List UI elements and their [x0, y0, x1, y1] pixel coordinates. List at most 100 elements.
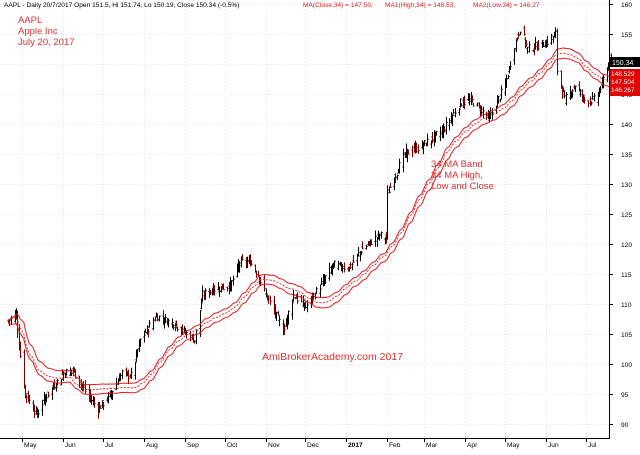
ohlc-bar — [560, 70, 563, 89]
ohlc-bar — [458, 108, 461, 116]
x-tick-label: Oct — [227, 442, 237, 449]
ohlc-bar — [56, 378, 59, 386]
x-tick-label: Apr — [467, 442, 478, 449]
y-tick-label: 105 — [621, 332, 632, 339]
ohlc-bar — [406, 149, 409, 163]
ohlc-bar — [37, 409, 40, 418]
ohlc-bar — [519, 31, 522, 36]
ohlc-bar — [232, 275, 235, 286]
ma-high-tag-text: 148.529 — [611, 71, 635, 78]
ohlc-bar — [319, 285, 322, 298]
ohlc-bar — [121, 369, 124, 380]
ma-low-tag-text: 146.267 — [611, 87, 635, 94]
ohlc-bar — [537, 40, 540, 50]
ohlc-bar — [516, 37, 519, 41]
ohlc-bar — [515, 39, 518, 53]
x-tick-label: Jun — [548, 442, 559, 449]
ohlc-bar — [343, 262, 346, 273]
ohlc-bar — [136, 349, 139, 358]
ohlc-bar — [365, 244, 368, 250]
x-tick-label: Jul — [105, 442, 114, 449]
ohlc-bar — [204, 288, 207, 300]
annotation-date: July 20, 2017 — [18, 37, 75, 48]
ohlc-bar — [320, 277, 323, 286]
ohlc-bar — [291, 300, 294, 320]
y-tick-label: 120 — [621, 242, 632, 249]
ohlc-bar — [158, 315, 161, 322]
x-tick-label: May — [24, 442, 37, 449]
ohlc-bar — [589, 96, 592, 107]
ohlc-bar — [497, 95, 500, 104]
ohlc-bar — [171, 318, 174, 329]
ohlc-bar — [16, 310, 19, 339]
ohlc-bar — [324, 275, 327, 285]
x-tick-label: Sep — [187, 442, 199, 449]
ohlc-bar — [277, 311, 280, 316]
ohlc-bar — [341, 264, 344, 273]
price-tags: 150.34 148.529 147.504 146.267 — [610, 57, 640, 96]
ohlc-bar — [556, 28, 559, 76]
ohlc-bar — [175, 320, 178, 327]
ohlc-bar — [454, 108, 457, 118]
ohlc-bar — [361, 241, 364, 250]
ohlc-bar — [275, 311, 278, 322]
ohlc-bar — [505, 74, 508, 88]
ohlc-bar — [250, 260, 253, 266]
ohlc-bar — [509, 61, 512, 71]
y-tick-label: 130 — [621, 182, 632, 189]
ohlc-bar — [164, 313, 167, 324]
ohlc-bar — [41, 399, 44, 416]
ohlc-bar — [468, 93, 471, 106]
ohlc-bar — [459, 98, 462, 108]
y-tick-label: 160 — [621, 2, 632, 9]
axes — [0, 0, 610, 439]
ohlc-bar — [172, 324, 175, 330]
ohlc-bar — [517, 31, 520, 38]
ohlc-bar — [352, 255, 355, 263]
ohlc-bar — [147, 328, 150, 338]
y-tick-label: 155 — [621, 32, 632, 39]
ohlc-bar — [127, 369, 130, 385]
ohlc-bar — [388, 186, 391, 194]
ohlc-bar — [587, 100, 590, 108]
ohlc-bar — [315, 286, 318, 295]
ohlc-bar — [19, 341, 22, 358]
ohlc-bar — [33, 404, 36, 419]
ohlc-bar — [337, 260, 340, 271]
x-tick-label: Dec — [307, 442, 319, 449]
annotation-band-line3: Low and Close — [431, 181, 494, 192]
x-tick-label: Feb — [389, 442, 401, 449]
grid-lines — [0, 4, 609, 438]
ohlc-bar — [563, 90, 566, 99]
x-tick-label: Jul — [588, 442, 597, 449]
ohlc-bar — [526, 46, 529, 54]
last-close-tag — [610, 57, 640, 67]
y-tick-label: 115 — [621, 272, 632, 279]
ohlc-bar — [513, 48, 516, 65]
ohlc-bar — [176, 326, 179, 332]
ohlc-bar — [209, 290, 212, 295]
ohlc-bar — [374, 230, 377, 247]
x-tick-label: Nov — [268, 442, 280, 449]
ohlc-bar — [263, 275, 266, 292]
ohlc-bar — [111, 390, 114, 401]
ohlc-bar — [386, 185, 389, 240]
ohlc-bar — [226, 286, 229, 292]
ohlc-bar — [500, 85, 503, 100]
ohlc-bar — [45, 393, 48, 403]
ohlc-bar — [380, 231, 383, 239]
annotation-watermark: AmiBrokerAcademy.com 2017 — [262, 351, 403, 363]
header-ma-low: MA2(Low,34) = 146.27 — [473, 2, 540, 9]
last-close-tag-text: 150.34 — [612, 60, 634, 67]
ma-low-line — [7, 57, 611, 395]
ohlc-bar — [78, 375, 81, 388]
header-ma-close: MA(Close,34) = 147.50, — [303, 2, 373, 9]
ohlc-bar — [370, 240, 373, 246]
ohlc-bar — [130, 367, 133, 379]
ohlc-bar — [482, 106, 485, 119]
y-tick-label: 125 — [621, 212, 632, 219]
ohlc-bar — [394, 173, 397, 184]
ohlc-bar — [269, 295, 272, 306]
ohlc-bar — [439, 126, 442, 141]
ohlc-bar — [528, 41, 531, 53]
